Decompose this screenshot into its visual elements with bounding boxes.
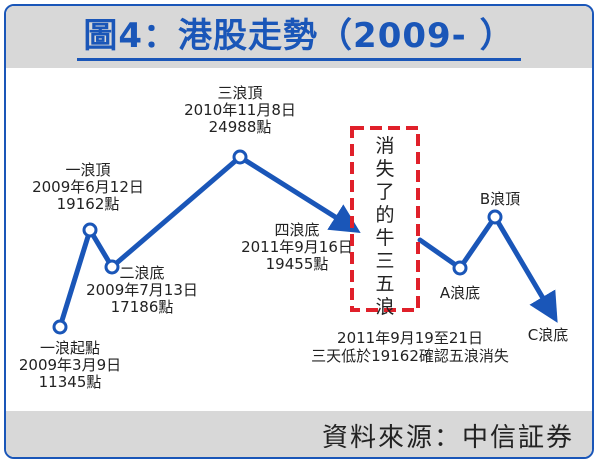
source-bar: 資料來源：中信証券 [6,411,592,457]
point-label-p1: 一浪起點 2009年3月9日 11345點 [19,339,121,391]
point-marker-p7 [487,209,503,225]
point-label-p4: 三浪頂 2010年11月8日 24988點 [184,84,296,136]
annotation-note: 2011年9月19至21日三天低於19162確認五浪消失 [311,329,509,365]
point-label-p8: C浪底 [528,326,568,344]
chart-frame: 圖4：港股走勢（2009- ） 資料來源：中信証券 [4,4,594,459]
chart-title: 圖4：港股走勢（2009- ） [77,14,521,61]
point-label-p6: A浪底 [440,284,480,302]
point-marker-p2 [82,222,98,238]
point-marker-p4 [232,149,248,165]
point-label-p7: B浪頂 [480,190,520,208]
callout-text: 消失了的牛三五浪 [375,135,394,318]
wave-line-abc [417,214,558,323]
callout-box [350,126,420,312]
title-bar: 圖4：港股走勢（2009- ） [6,6,592,68]
point-label-p5: 四浪底 2011年9月16日 19455點 [241,221,353,273]
point-marker-p3 [104,259,120,275]
point-marker-p6 [452,260,468,276]
point-label-p3: 二浪底 2009年7月13日 17186點 [86,264,198,316]
point-marker-p1 [52,319,68,335]
point-label-p2: 一浪頂 2009年6月12日 19162點 [32,161,144,213]
source-label: 資料來源：中信証券 [321,423,574,453]
